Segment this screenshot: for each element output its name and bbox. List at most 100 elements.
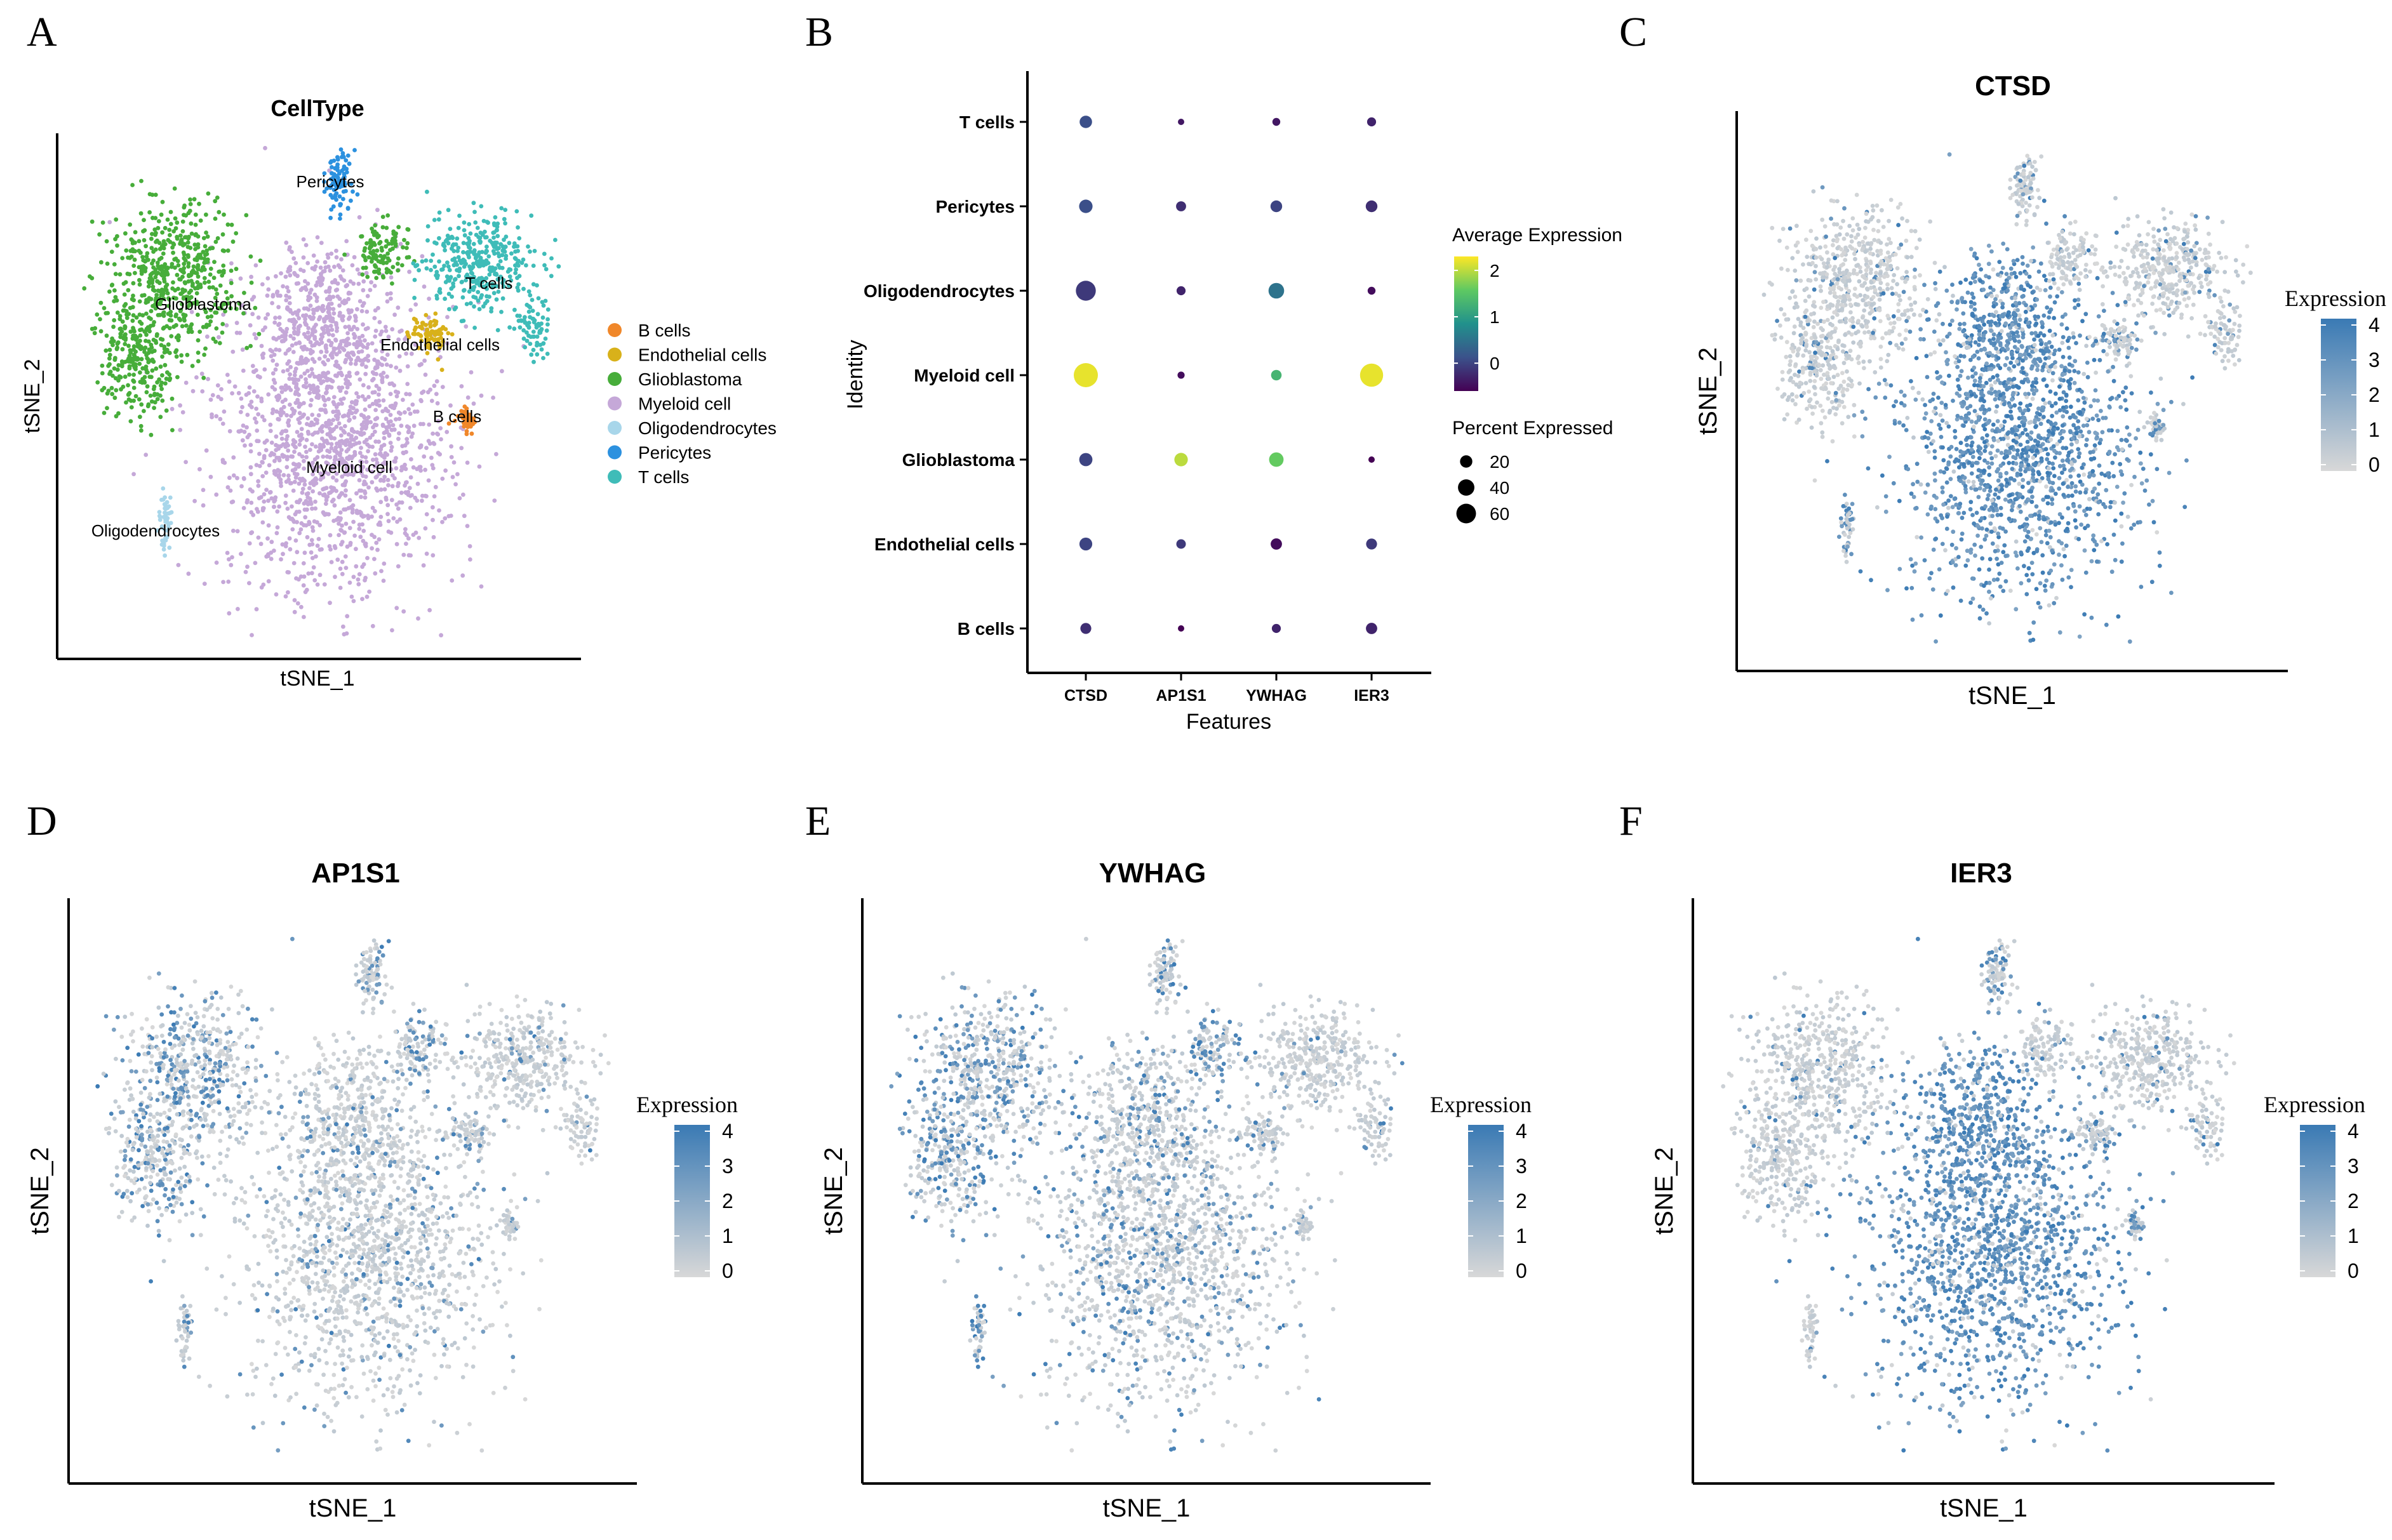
cell-point [530,316,535,321]
expression-point [1954,502,1959,507]
expression-point [2011,501,2016,505]
cell-point [443,280,448,284]
cell-point [251,389,257,394]
cell-point [248,323,253,328]
cell-point [107,289,112,294]
cell-point [491,395,495,400]
cell-point [405,382,410,387]
expression-point [2008,446,2014,450]
cell-point [360,597,364,601]
cell-point [127,390,132,395]
expression-point [2057,630,2062,635]
expression-point [1980,556,1985,561]
cell-point [156,263,161,269]
expression-point [2132,522,2137,527]
cell-point [443,248,447,253]
expression-point [2048,520,2054,525]
cell-point [221,580,225,585]
expression-point [2064,446,2069,451]
cell-point [361,431,366,436]
cell-point [351,503,356,508]
cell-point [448,514,453,518]
cell-point [147,296,152,301]
cell-point [357,215,362,220]
expression-point [2067,369,2072,374]
expression-point [2127,443,2132,448]
cluster-label: Glioblastoma [155,295,251,314]
cell-point [225,373,230,377]
cell-point [311,528,316,533]
cell-point [504,256,508,261]
cell-point [253,305,258,310]
expression-point [1987,465,1992,470]
cell-point [288,481,293,486]
cell-point [328,533,333,538]
cell-point [248,465,253,470]
expression-point [2064,399,2069,403]
expression-point [1966,375,1970,380]
cell-point [297,452,302,456]
cell-point [382,487,387,492]
expression-point [1958,441,1963,446]
expression-point [1968,507,1973,512]
expression-point [2036,434,2041,439]
expression-point [1914,534,1920,540]
expression-point [2005,414,2010,418]
cell-point [472,209,477,215]
cell-point [247,541,252,546]
cell-point [338,510,343,515]
cell-point [335,157,340,162]
expression-point [1978,446,1983,451]
cell-point [291,336,296,341]
cell-point [477,307,482,312]
cell-point [452,307,457,312]
cell-point [90,326,95,331]
expression-point [2088,404,2094,409]
cell-point [392,312,397,317]
cell-point [526,325,531,330]
cell-point [326,397,331,402]
cell-point [373,256,378,262]
expression-point [2184,458,2189,463]
expression-point [2024,517,2029,521]
cell-point [455,249,460,253]
cell-point [284,428,289,434]
cell-point [344,521,349,526]
cell-point [339,433,344,438]
expression-point [2120,447,2125,452]
cell-point [279,557,283,562]
expression-point [2118,405,2123,409]
cell-point [389,419,393,424]
cell-point [299,355,304,360]
cell-point [171,241,176,246]
cell-point [197,201,201,206]
cell-point [331,307,336,312]
expression-point [1927,576,1932,581]
expression-point [2015,471,2020,476]
cell-point [138,211,144,216]
expression-point [2074,525,2079,530]
size-legend-dot [1460,455,1473,468]
cell-point [194,375,199,380]
cell-point [429,268,433,272]
expression-point [1996,355,2001,361]
cell-point [176,263,181,268]
expression-point [2155,467,2160,472]
cell-point [109,385,114,390]
expression-point [1894,399,1899,404]
expression-point [2025,432,2030,437]
cell-point [239,428,243,434]
cell-point [244,392,249,397]
expression-point [2169,399,2174,404]
cell-point [157,377,162,382]
cell-point [255,374,260,379]
cell-point [245,498,250,503]
cell-point [260,415,265,419]
cell-point [120,256,125,260]
expression-point [2038,605,2043,610]
cell-point [342,155,346,159]
cell-point [385,291,390,296]
panel-letter-b: B [805,9,833,55]
cell-point [166,342,171,347]
cell-point [213,340,218,344]
